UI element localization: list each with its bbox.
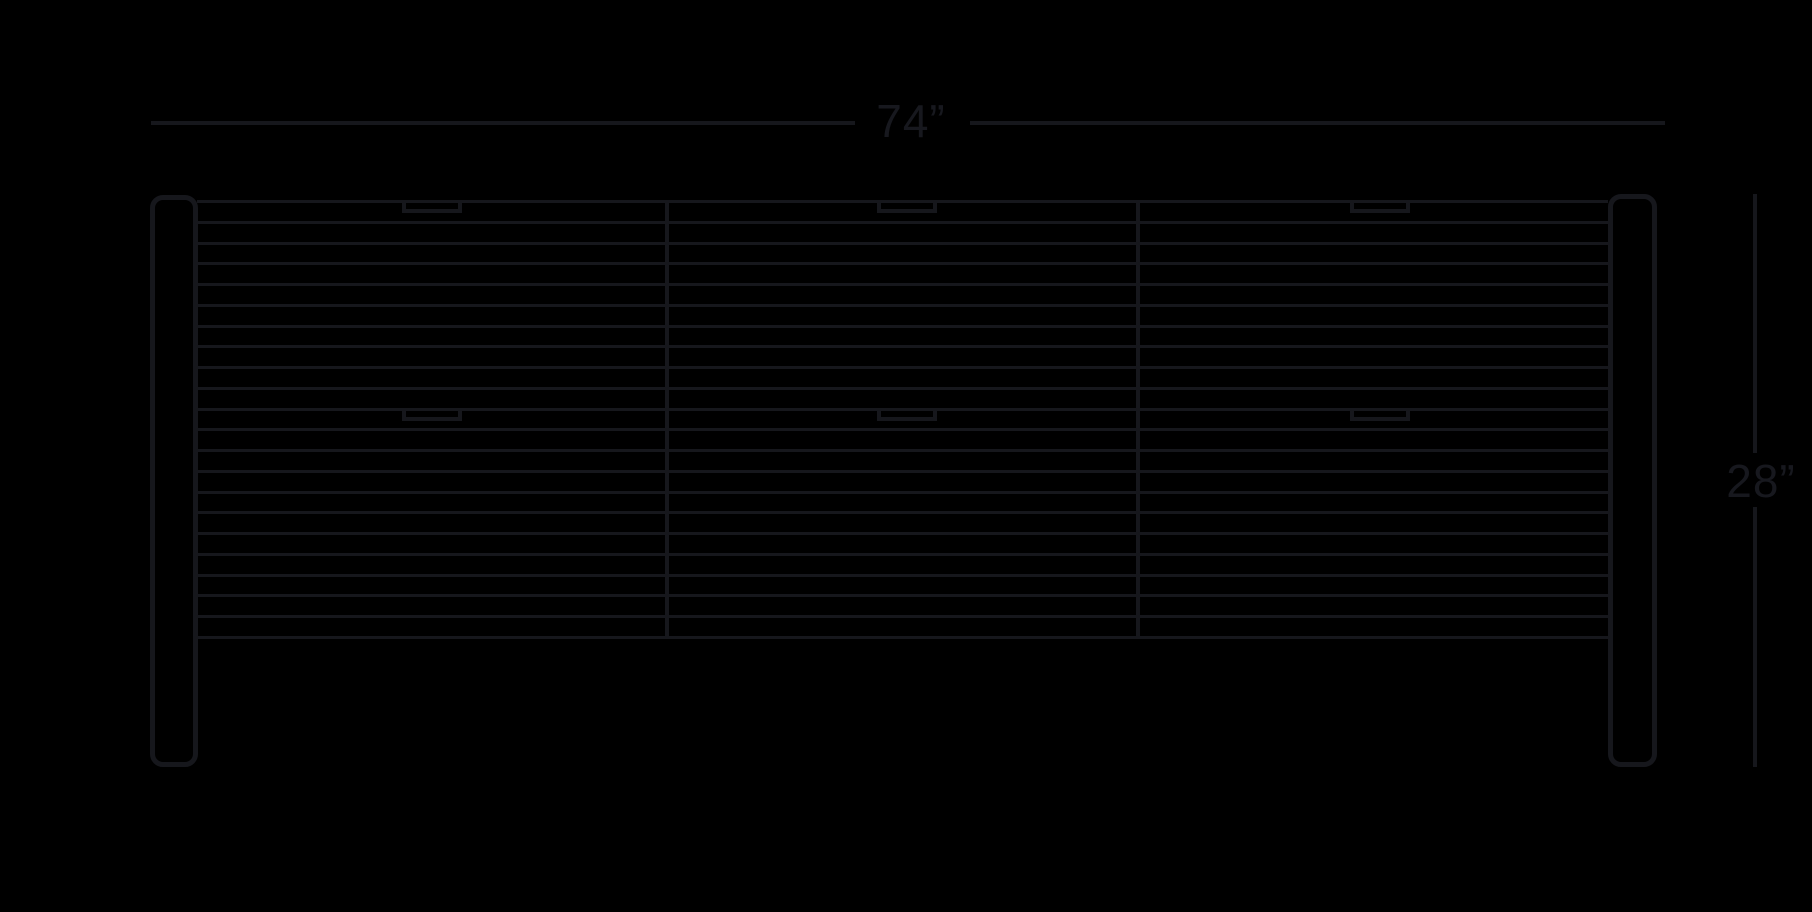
slat-line [197, 325, 1608, 328]
slat-line [197, 366, 1608, 369]
slat-line [197, 304, 1608, 307]
slat-line [197, 491, 1608, 494]
slat-line [197, 428, 1608, 431]
drawer-pull [1350, 408, 1410, 421]
width-dimension-label: 74” [876, 95, 946, 147]
height-dimension-line-bottom [1753, 507, 1757, 767]
slat-line [197, 511, 1608, 514]
slat-line [197, 615, 1608, 618]
slat-line [197, 262, 1608, 265]
height-dimension-label: 28” [1726, 455, 1796, 507]
drawer-pull [1350, 200, 1410, 213]
slat-line [197, 221, 1608, 224]
drawer-pull [877, 408, 937, 421]
width-dimension-line-left [151, 121, 855, 125]
slat-line [197, 200, 1608, 203]
section-divider [665, 200, 669, 639]
slat-line [197, 553, 1608, 556]
slat-line [197, 574, 1608, 577]
drawer-pull [402, 408, 462, 421]
drawer-pull [402, 200, 462, 213]
slat-line [197, 594, 1608, 597]
drawer-pull [877, 200, 937, 213]
slat-line [197, 283, 1608, 286]
height-dimension-line-top [1753, 194, 1757, 453]
right-leg [1608, 194, 1657, 767]
slat-line [197, 345, 1608, 348]
left-leg [150, 195, 198, 767]
slat-line [197, 387, 1608, 390]
slat-line [197, 470, 1608, 473]
slat-line [197, 449, 1608, 452]
slat-line [197, 408, 1608, 411]
slat-line [197, 242, 1608, 245]
slat-line [197, 636, 1608, 639]
section-divider [1136, 200, 1140, 639]
slat-line [197, 532, 1608, 535]
width-dimension-line-right [970, 121, 1665, 125]
